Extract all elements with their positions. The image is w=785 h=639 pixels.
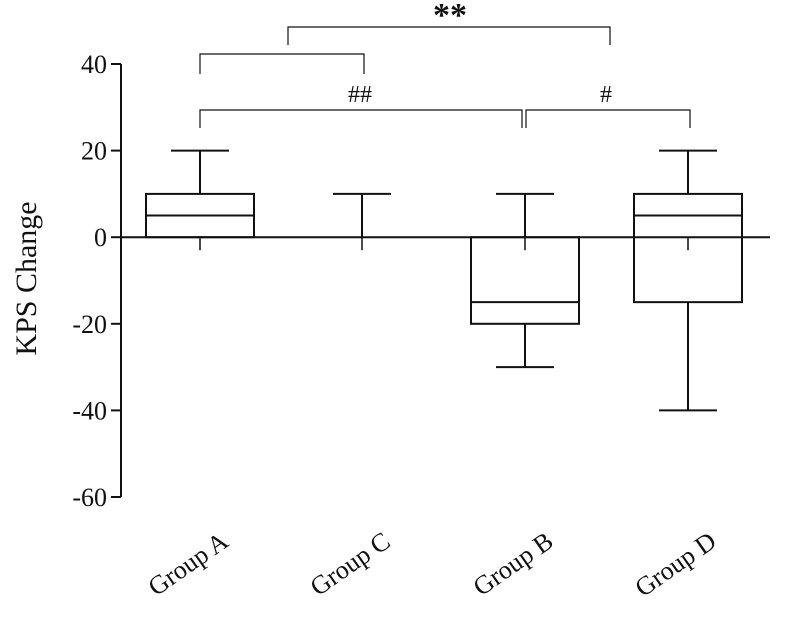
significance-label-b-d: #: [600, 82, 612, 108]
x-category-label: Group C: [305, 526, 396, 602]
x-category-label: Group B: [468, 526, 559, 602]
significance-brackets: **## #: [199, 0, 691, 128]
significance-label-a-b: ##: [348, 82, 372, 108]
y-tick-label: -20: [72, 310, 107, 339]
boxes: [145, 149, 743, 412]
box-3: [470, 192, 580, 369]
y-tick-label: 40: [81, 50, 107, 79]
bracket-outer: [287, 26, 611, 45]
axes: 40 20 0 -20 -40 -60: [72, 50, 770, 512]
y-tick-label: 0: [94, 223, 107, 252]
bracket-a-c: [199, 53, 365, 74]
y-axis-label: KPS Change: [10, 201, 43, 355]
box-1: [145, 149, 255, 251]
box-4: [633, 149, 743, 412]
labels: KPS Change Group A Group C Group B Group D: [10, 201, 721, 602]
x-category-label: Group A: [143, 526, 234, 602]
bracket-b-d: [525, 109, 691, 128]
y-tick-label: -40: [72, 396, 107, 425]
box-2: [333, 192, 391, 251]
bracket-a-b: [199, 109, 523, 128]
x-category-label: Group D: [630, 526, 722, 602]
y-tick-label: -60: [72, 483, 107, 512]
y-tick-label: 20: [81, 137, 107, 166]
significance-label-outer: **: [433, 0, 467, 34]
